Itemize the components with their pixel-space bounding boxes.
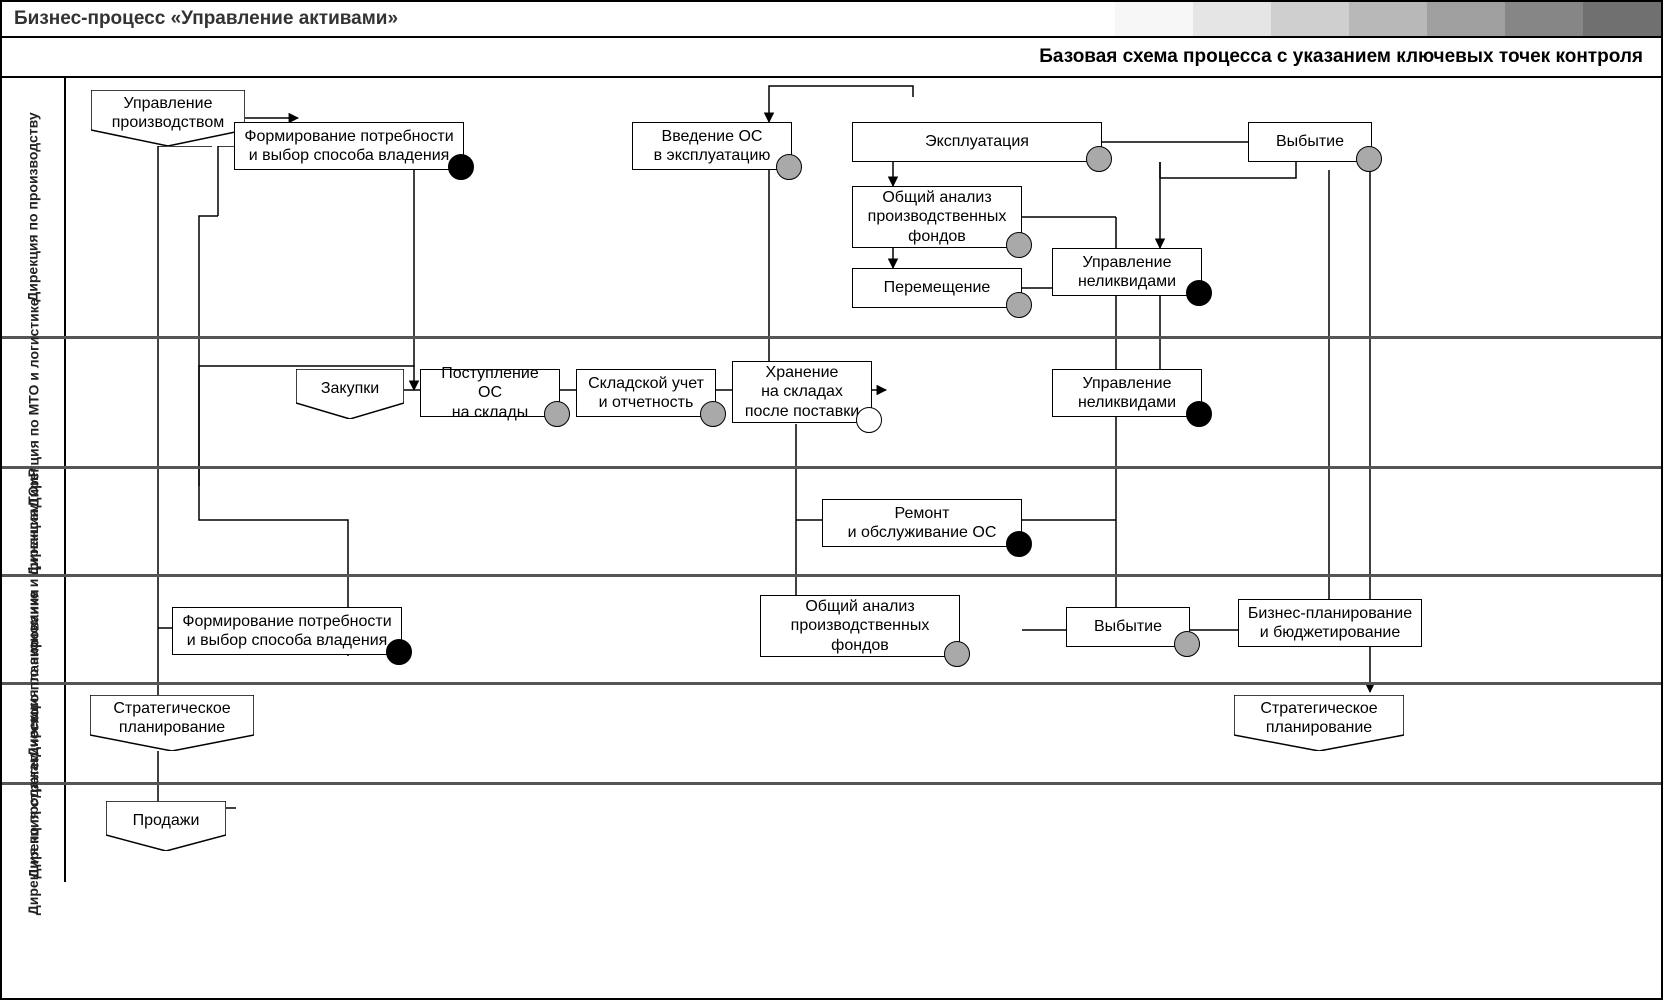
control-point-dot xyxy=(544,401,570,427)
box-label: Формирование потребностии выбор способа … xyxy=(244,127,453,165)
box-label: Выбытие xyxy=(1094,617,1162,636)
box-label: Хранениена складахпосле поставки xyxy=(745,363,859,421)
lane-body: Управлениепроизводством Формирование потр… xyxy=(66,78,1661,336)
box-label: Управлениенеликвидами xyxy=(1078,253,1176,291)
box-label: Поступление ОСна склады xyxy=(429,364,551,422)
lane-body: Закупки Поступление ОСна склады Складской … xyxy=(66,339,1661,466)
tag-label: Управлениепроизводством xyxy=(104,94,232,142)
control-point-dot xyxy=(1356,146,1382,172)
lane-body: Ремонти обслуживание ОС xyxy=(66,469,1661,574)
box-label: Перемещение xyxy=(884,278,991,297)
header-swatch xyxy=(1193,2,1271,36)
node-storage: Хранениена складахпосле поставки xyxy=(732,361,872,423)
lane-label: Дирекция по продажам xyxy=(25,752,41,914)
box-label: Введение ОСв эксплуатацию xyxy=(654,127,771,165)
box-label: Формирование потребностии выбор способа … xyxy=(182,612,391,650)
control-point-dot xyxy=(856,407,882,433)
tag-label: Продажи xyxy=(125,811,208,840)
lane-body: Стратегическоепланирование Стратегическое… xyxy=(66,685,1661,782)
header-bar: Бизнес-процесс «Управление активами» xyxy=(0,0,1663,38)
lane-sales: Дирекция по продажам Продажи xyxy=(2,782,1661,882)
lane-strat: Дирекция стратегического планированияСтр… xyxy=(2,682,1661,782)
lane-toir: Дирекция ТОиРРемонти обслуживание ОС xyxy=(2,466,1661,574)
control-point-dot xyxy=(1006,292,1032,318)
subheader: Базовая схема процесса с указанием ключе… xyxy=(0,38,1663,78)
control-point-dot xyxy=(1186,401,1212,427)
control-point-dot xyxy=(700,401,726,427)
node-strat1: Стратегическоепланирование xyxy=(90,695,254,751)
node-disposal1: Выбытие xyxy=(1248,122,1372,162)
node-illiq1: Управлениенеликвидами xyxy=(1052,248,1202,296)
box-label: Общий анализпроизводственныхфондов xyxy=(791,597,930,655)
node-need1: Формирование потребностии выбор способа … xyxy=(234,122,464,170)
node-purchase: Закупки xyxy=(296,369,404,419)
box-label: Общий анализпроизводственныхфондов xyxy=(868,188,1007,246)
node-analysis2: Общий анализпроизводственныхфондов xyxy=(760,595,960,657)
swimlanes: Дирекция по производству Управлениепроизв… xyxy=(0,78,1663,1000)
node-expl: Эксплуатация xyxy=(852,122,1102,162)
lane-prod: Дирекция по производству Управлениепроизв… xyxy=(2,78,1661,336)
control-point-dot xyxy=(1006,531,1032,557)
node-intro: Введение ОСв эксплуатацию xyxy=(632,122,792,170)
lane-label-cell: Дирекция по продажам xyxy=(2,785,66,882)
node-repair: Ремонти обслуживание ОС xyxy=(822,499,1022,547)
lane-econ: Дирекция по экономике и финансамФормиров… xyxy=(2,574,1661,682)
header-swatch xyxy=(1349,2,1427,36)
lane-mto: Дирекция по МТО и логистике Закупки Поступ… xyxy=(2,336,1661,466)
header-swatch xyxy=(1583,2,1661,36)
node-need2: Формирование потребностии выбор способа … xyxy=(172,607,402,655)
node-strat2: Стратегическоепланирование xyxy=(1234,695,1404,751)
control-point-dot xyxy=(1086,146,1112,172)
lane-label: Дирекция по производству xyxy=(25,112,41,301)
node-move: Перемещение xyxy=(852,268,1022,308)
node-illiq2: Управлениенеликвидами xyxy=(1052,369,1202,417)
lane-label-cell: Дирекция по производству xyxy=(2,78,66,336)
node-budget: Бизнес-планированиеи бюджетирование xyxy=(1238,599,1422,647)
control-point-dot xyxy=(776,154,802,180)
box-label: Эксплуатация xyxy=(925,132,1029,151)
box-label: Выбытие xyxy=(1276,132,1344,151)
header-swatch xyxy=(1427,2,1505,36)
lane-body: Формирование потребностии выбор способа … xyxy=(66,577,1661,682)
control-point-dot xyxy=(386,639,412,665)
control-point-dot xyxy=(1186,280,1212,306)
control-point-dot xyxy=(1174,631,1200,657)
header-swatch xyxy=(1271,2,1349,36)
tag-label: Закупки xyxy=(313,379,387,408)
box-label: Складской учети отчетность xyxy=(588,374,704,412)
box-label: Бизнес-планированиеи бюджетирование xyxy=(1248,604,1412,642)
box-label: Ремонти обслуживание ОС xyxy=(848,504,997,542)
node-sales: Продажи xyxy=(106,801,226,851)
lane-label-cell: Дирекция по МТО и логистике xyxy=(2,339,66,466)
node-analysis1: Общий анализпроизводственныхфондов xyxy=(852,186,1022,248)
page-title: Бизнес-процесс «Управление активами» xyxy=(2,2,1115,36)
tag-label: Стратегическоепланирование xyxy=(1252,699,1385,747)
header-swatch xyxy=(1115,2,1193,36)
node-receipt: Поступление ОСна склады xyxy=(420,369,560,417)
control-point-dot xyxy=(448,154,474,180)
node-account: Складской учети отчетность xyxy=(576,369,716,417)
node-disposal2: Выбытие xyxy=(1066,607,1190,647)
node-prod_mgmt: Управлениепроизводством xyxy=(91,90,245,146)
header-swatch xyxy=(1505,2,1583,36)
control-point-dot xyxy=(944,641,970,667)
lane-body: Продажи xyxy=(66,785,1661,882)
control-point-dot xyxy=(1006,232,1032,258)
box-label: Управлениенеликвидами xyxy=(1078,374,1176,412)
tag-label: Стратегическоепланирование xyxy=(105,699,238,747)
header-swatches xyxy=(1115,2,1661,36)
